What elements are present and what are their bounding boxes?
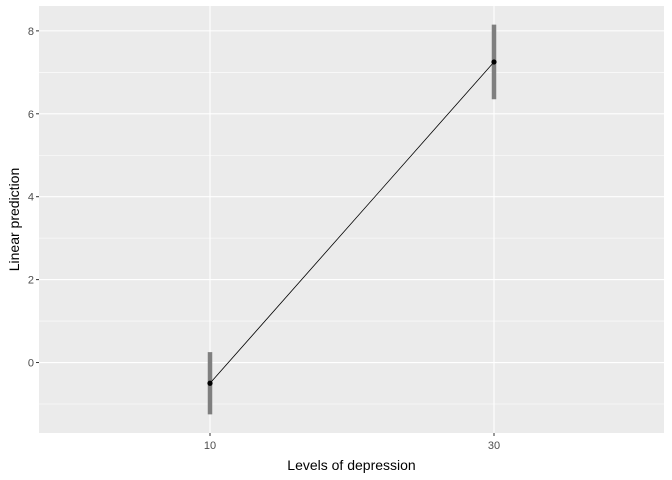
series-lines — [209, 61, 495, 384]
x-axis-title: Levels of depression — [287, 457, 415, 473]
x-tick-label: 30 — [488, 440, 500, 452]
y-tick-label: 2 — [28, 275, 34, 287]
data-point — [207, 380, 213, 386]
x-axis-ticks: 10 30 — [204, 433, 500, 452]
points — [207, 59, 497, 386]
y-tick-label: 6 — [28, 109, 34, 121]
y-tick-label: 8 — [28, 26, 34, 38]
y-axis-title: Linear prediction — [6, 168, 22, 272]
y-axis-ticks: 0 2 4 6 8 — [28, 26, 39, 370]
data-point — [491, 59, 497, 65]
y-tick-label: 4 — [28, 192, 34, 204]
y-tick-label: 0 — [28, 358, 34, 370]
plot-panel — [39, 6, 664, 433]
x-tick-label: 10 — [204, 440, 216, 452]
series-line — [209, 61, 495, 384]
grid-minor — [39, 72, 664, 405]
